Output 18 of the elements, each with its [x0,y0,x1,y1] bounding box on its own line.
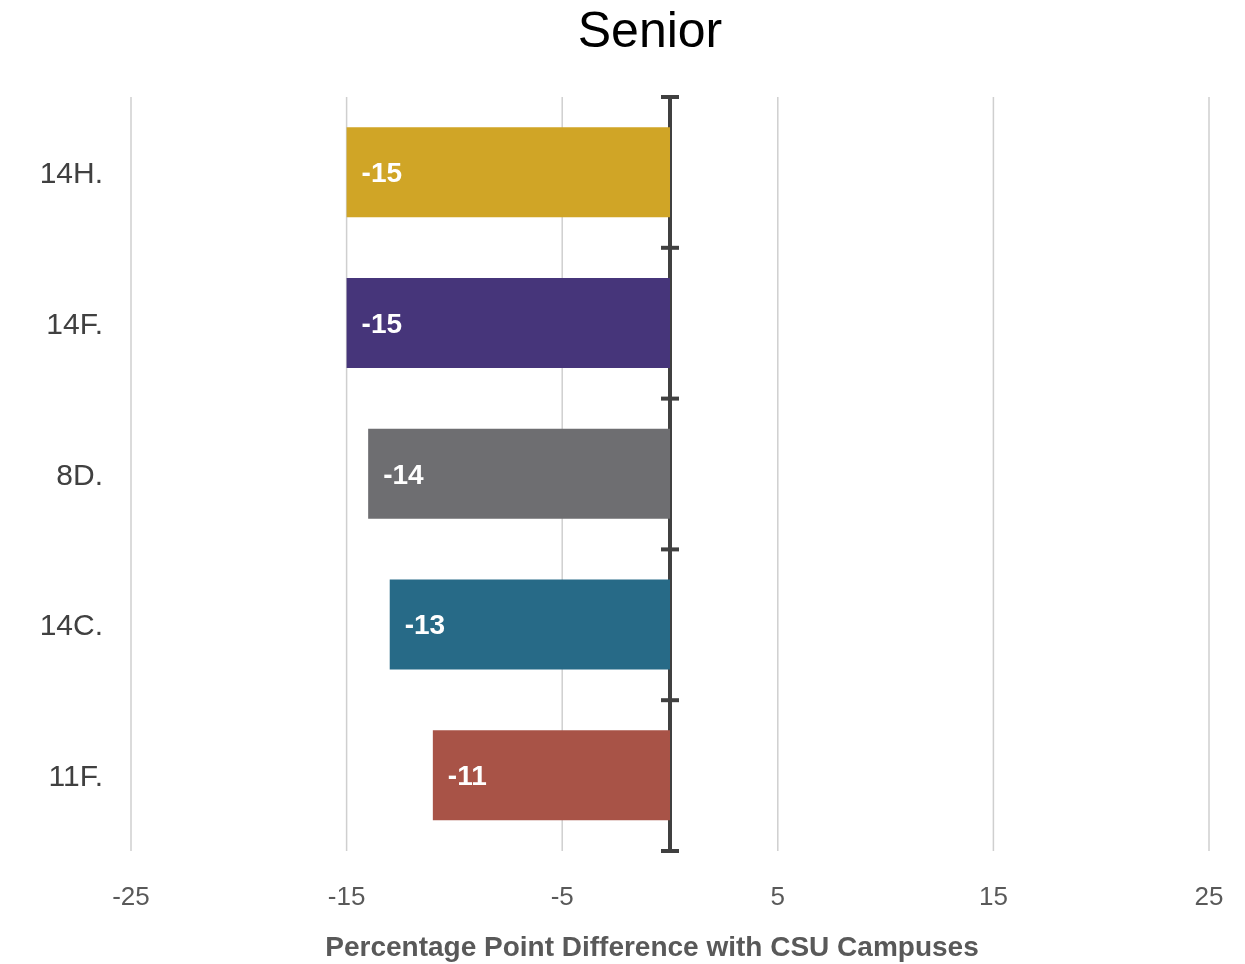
data-label: -15 [361,307,403,339]
data-label: -11 [447,760,487,792]
chart-title: Senior [576,1,724,60]
y-tick-label: 14H. [39,156,103,190]
x-tick-label: -5 [550,881,574,912]
x-axis-title: Percentage Point Difference with CSU Campuses [325,931,979,962]
data-label: -13 [404,609,446,641]
y-tick-label: 8D. [56,457,103,491]
y-tick-label: 14C. [39,608,103,642]
x-tick-label: 25 [1194,881,1224,912]
x-tick-label: 15 [978,881,1008,912]
x-tick-label: -25 [112,881,150,912]
y-tick-label: 14F. [46,306,103,340]
data-label: -14 [383,458,425,490]
y-tick-label: 11F. [48,759,103,793]
x-tick-label: 5 [770,881,786,912]
x-tick-label: -15 [327,881,366,912]
data-label: -15 [361,156,403,188]
